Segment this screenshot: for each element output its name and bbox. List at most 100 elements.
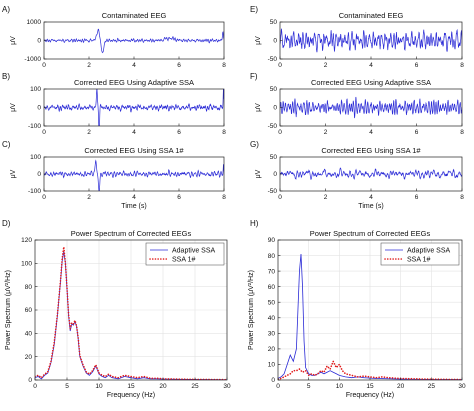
y-tick-label: 50 <box>268 299 276 306</box>
series-line-eeg <box>280 96 462 119</box>
y-tick-label: 0 <box>273 171 277 178</box>
series-line-eeg <box>44 28 224 54</box>
x-tick-label: 15 <box>127 383 135 390</box>
y-axis-label: Power Spectrum (μV²/Hz) <box>5 270 12 350</box>
panel-h: H) 0 5 10 15 20 25 30 0 10 20 30 40 50 60 70 80 90 Power S… <box>248 219 466 399</box>
y-tick-label: 100 <box>30 86 41 93</box>
y-tick-label: 80 <box>268 253 276 260</box>
x-tick-label: 30 <box>458 383 466 390</box>
series-line-ssa-1 <box>278 359 462 380</box>
chart-title: Corrected EEG Using SSA 1# <box>321 146 421 155</box>
y-tick-label: 100 <box>30 154 41 161</box>
y-tick-label: 120 <box>21 237 32 244</box>
plot-area <box>278 253 462 380</box>
y-tick-label: -50 <box>268 56 278 63</box>
x-axis-label: Time (s) <box>121 203 146 210</box>
x-tick-label: 15 <box>366 383 374 390</box>
plot-area <box>280 28 462 53</box>
y-tick-label: 0 <box>37 38 41 45</box>
x-tick-label: 5 <box>307 383 311 390</box>
x-tick-label: 8 <box>222 194 226 201</box>
y-axis-label: μV <box>10 103 17 112</box>
legend-entry: SSA 1# <box>172 256 195 263</box>
y-tick-label: 0 <box>273 38 277 45</box>
y-tick-label: 60 <box>25 307 33 314</box>
y-tick-label: 40 <box>268 315 276 322</box>
y-axis-label: μV <box>255 103 262 112</box>
series-line-eeg <box>280 28 462 53</box>
x-tick-label: 2 <box>324 194 328 201</box>
x-tick-label: 0 <box>42 194 46 201</box>
plot-area <box>44 28 224 54</box>
x-tick-label: 0 <box>33 383 37 390</box>
chart-title: Corrected EEG Using SSA 1# <box>84 146 184 155</box>
y-tick-label: -100 <box>28 123 41 130</box>
x-tick-label: 6 <box>415 129 419 136</box>
y-axis-label: μV <box>10 169 17 178</box>
series-line-adaptive-ssa <box>278 253 462 380</box>
chart-title: Power Spectrum of Corrected EEGs <box>71 229 192 238</box>
y-tick-label: 30 <box>268 331 276 338</box>
chart-title: Corrected EEG Using Adaptive SSA <box>74 78 194 87</box>
x-tick-label: 8 <box>460 194 464 201</box>
x-tick-label: 0 <box>278 62 282 69</box>
x-tick-label: 0 <box>42 129 46 136</box>
y-tick-label: 20 <box>25 354 33 361</box>
y-tick-label: -1000 <box>24 56 41 63</box>
x-tick-label: 2 <box>324 129 328 136</box>
chart-title: Power Spectrum of Corrected EEGs <box>310 229 431 238</box>
y-axis-label: Power Spectrum (μV²/Hz) <box>248 270 255 350</box>
chart-title: Contaminated EEG <box>102 11 167 20</box>
y-tick-label: 50 <box>270 86 278 93</box>
series-line-eeg <box>280 167 462 181</box>
x-tick-label: 20 <box>397 383 405 390</box>
legend-entry: SSA 1# <box>407 256 430 263</box>
chart-title: Contaminated EEG <box>339 11 404 20</box>
panel-label: G) <box>250 140 259 149</box>
x-tick-label: 2 <box>87 129 91 136</box>
legend-entry: Adaptive SSA <box>407 247 451 254</box>
x-tick-label: 30 <box>223 383 231 390</box>
y-tick-label: 0 <box>271 377 275 384</box>
x-tick-label: 4 <box>132 62 136 69</box>
y-tick-label: 0 <box>37 171 41 178</box>
x-tick-label: 20 <box>159 383 167 390</box>
y-tick-label: 90 <box>268 237 276 244</box>
x-tick-label: 25 <box>428 383 436 390</box>
series-line-eeg <box>44 159 224 191</box>
x-tick-label: 10 <box>336 383 344 390</box>
x-axis-label: Frequency (Hz) <box>346 392 394 399</box>
x-tick-label: 6 <box>415 194 419 201</box>
y-tick-label: -50 <box>268 123 278 130</box>
x-tick-label: 6 <box>177 129 181 136</box>
y-tick-label: 20 <box>268 346 276 353</box>
x-axis-label: Frequency (Hz) <box>107 392 155 399</box>
y-tick-label: 0 <box>37 105 41 112</box>
chart-title: Corrected EEG Using Adaptive SSA <box>311 78 431 87</box>
panel-label: B) <box>2 72 10 81</box>
y-tick-label: 60 <box>268 284 276 291</box>
x-tick-label: 8 <box>222 129 226 136</box>
x-tick-label: 6 <box>177 194 181 201</box>
y-tick-label: 10 <box>268 362 276 369</box>
panel-label: H) <box>250 219 259 228</box>
x-tick-label: 4 <box>369 194 373 201</box>
plot-area <box>44 159 224 191</box>
plot-area <box>44 89 224 126</box>
panel-d: D) 0 5 10 15 20 25 30 0 20 40 60 80 100 120 Power Spect… <box>2 219 231 399</box>
legend-box <box>145 242 225 266</box>
panel-label: D) <box>2 219 11 228</box>
x-tick-label: 4 <box>369 129 373 136</box>
series-line-ssa-1 <box>35 246 227 380</box>
x-tick-label: 0 <box>278 129 282 136</box>
legend-entry: Adaptive SSA <box>172 247 216 254</box>
panel-label: F) <box>250 72 258 81</box>
y-tick-label: 40 <box>25 331 33 338</box>
y-tick-label: 50 <box>270 19 278 26</box>
x-tick-label: 4 <box>369 62 373 69</box>
